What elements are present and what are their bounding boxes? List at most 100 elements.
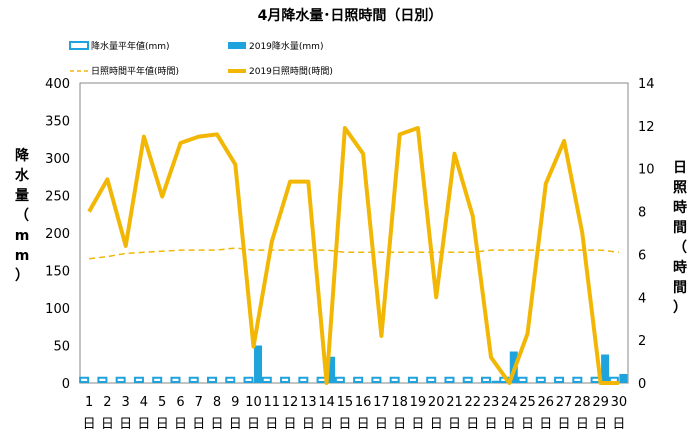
legend-swatch-avg-precip [69,41,89,50]
x-tick-label: 5 [158,395,166,410]
x-tick-day-label: 日 [320,417,333,432]
right-tick-label: 0 [638,377,646,392]
legend-swatch-2019-precip [228,42,246,49]
avg-precip-bar [554,376,565,383]
x-tick-day-label: 日 [393,417,406,432]
avg-precip-bar [371,376,382,383]
x-tick-label: 6 [176,395,184,410]
avg-precip-bar [407,376,418,383]
x-tick-label: 2 [103,395,111,410]
x-tick-label: 8 [213,395,221,410]
axis-title-glyph: m [15,228,30,244]
x-tick-day-label: 日 [156,417,169,432]
precip-2019-bar [254,345,263,383]
x-tick-label: 25 [519,395,536,410]
left-tick-label: 0 [62,377,70,392]
x-tick-day-label: 日 [484,417,497,432]
x-tick-label: 27 [556,395,573,410]
plot-area [79,82,629,384]
axis-title-glyph: 時 [673,199,687,216]
avg-precip-bar [334,376,345,383]
axis-title-glyph: 照 [673,180,687,196]
x-tick-day-label: 日 [174,417,187,432]
x-tick-label: 26 [538,395,555,410]
avg-precip-bar [517,376,528,383]
x-tick-day-label: 日 [101,417,114,432]
x-tick-label: 18 [391,395,408,410]
x-tick-label: 22 [464,395,481,410]
x-tick-day-label: 日 [210,417,223,432]
x-tick-day-label: 日 [229,417,242,432]
x-tick-day-label: 日 [137,417,150,432]
right-axis-ticks: 0 2 4 6 8 10 12 14 [638,77,655,392]
legend: 降水量平年値(mm) 2019降水量(mm) 日照時間平年値(時間) 2019日… [69,40,333,77]
x-tick-label: 9 [231,395,239,410]
x-tick-day-label: 日 [265,417,278,432]
precip-2019-bar [619,374,628,383]
avg-precip-bar [444,376,455,383]
left-tick-label: 250 [45,190,70,205]
right-tick-label: 14 [638,77,655,92]
x-tick-label: 15 [337,395,354,410]
precip-2019-bar [601,354,610,383]
x-tick-day-label: 日 [119,417,132,432]
axis-title-glyph: 量 [15,188,29,204]
x-tick-label: 30 [611,395,628,410]
avg-precip-bar [535,376,546,383]
x-tick-day-label: 日 [521,417,534,432]
avg-precip-bar [353,376,364,383]
precip-2019-bar [327,356,336,383]
x-tick-label: 29 [592,395,609,410]
x-tick-label: 14 [318,395,335,410]
axis-title-glyph: 時 [673,259,687,276]
x-tick-day-label: 日 [612,417,625,432]
left-tick-label: 300 [45,152,70,167]
x-tick-label: 4 [140,395,148,410]
x-tick-day-label: 日 [192,417,205,432]
avg-precip-bar [152,376,163,383]
x-tick-label: 20 [428,395,445,410]
avg-precip-bar [207,376,217,383]
x-tick-label: 21 [446,395,463,410]
x-tick-label: 11 [264,395,281,410]
left-tick-label: 200 [45,227,70,242]
x-tick-label: 23 [483,395,500,410]
x-tick-day-label: 日 [411,417,424,432]
avg-precip-bars [79,376,619,383]
avg-precip-bar [481,376,491,383]
x-tick-day-label: 日 [576,417,589,432]
legend-label-avg-sun: 日照時間平年値(時間) [91,65,179,77]
x-tick-day-label: 日 [357,417,370,432]
axis-title-glyph: 降 [15,147,30,164]
x-tick-day-label: 日 [338,417,351,432]
x-tick-day-label: 日 [302,417,315,432]
avg-sunshine-line [89,247,619,260]
x-tick-day-label: 日 [466,417,479,432]
precip-2019-bar [491,380,500,383]
axis-title-glyph: 水 [15,167,30,184]
axis-title-glyph: （ [15,208,29,224]
x-tick-label: 3 [122,395,130,410]
avg-precip-bar [133,376,144,383]
x-tick-day-label: 日 [558,417,571,432]
avg-precip-bar [261,376,272,383]
right-axis-title: 日照時間（時間） [673,160,687,316]
legend-label-2019-sun: 2019日照時間(時間) [249,66,333,77]
x-tick-label: 13 [300,395,317,410]
x-tick-label: 1 [85,395,93,410]
axis-title-glyph: ） [15,268,29,284]
x-tick-day-label: 日 [247,417,260,432]
left-tick-label: 350 [45,115,70,130]
right-tick-label: 8 [638,206,646,221]
x-tick-label: 17 [373,395,390,410]
left-tick-label: 100 [45,302,70,317]
avg-precip-bar [188,376,199,383]
left-axis-ticks: 0 50 100 150 200 250 300 350 400 [45,77,70,392]
avg-precip-bar [243,376,254,383]
avg-precip-bar [79,376,90,383]
legend-label-avg-precip: 降水量平年値(mm) [91,40,170,52]
legend-label-2019-precip: 2019降水量(mm) [249,40,323,52]
avg-precip-bar [389,376,400,383]
avg-precip-bar [97,376,108,383]
